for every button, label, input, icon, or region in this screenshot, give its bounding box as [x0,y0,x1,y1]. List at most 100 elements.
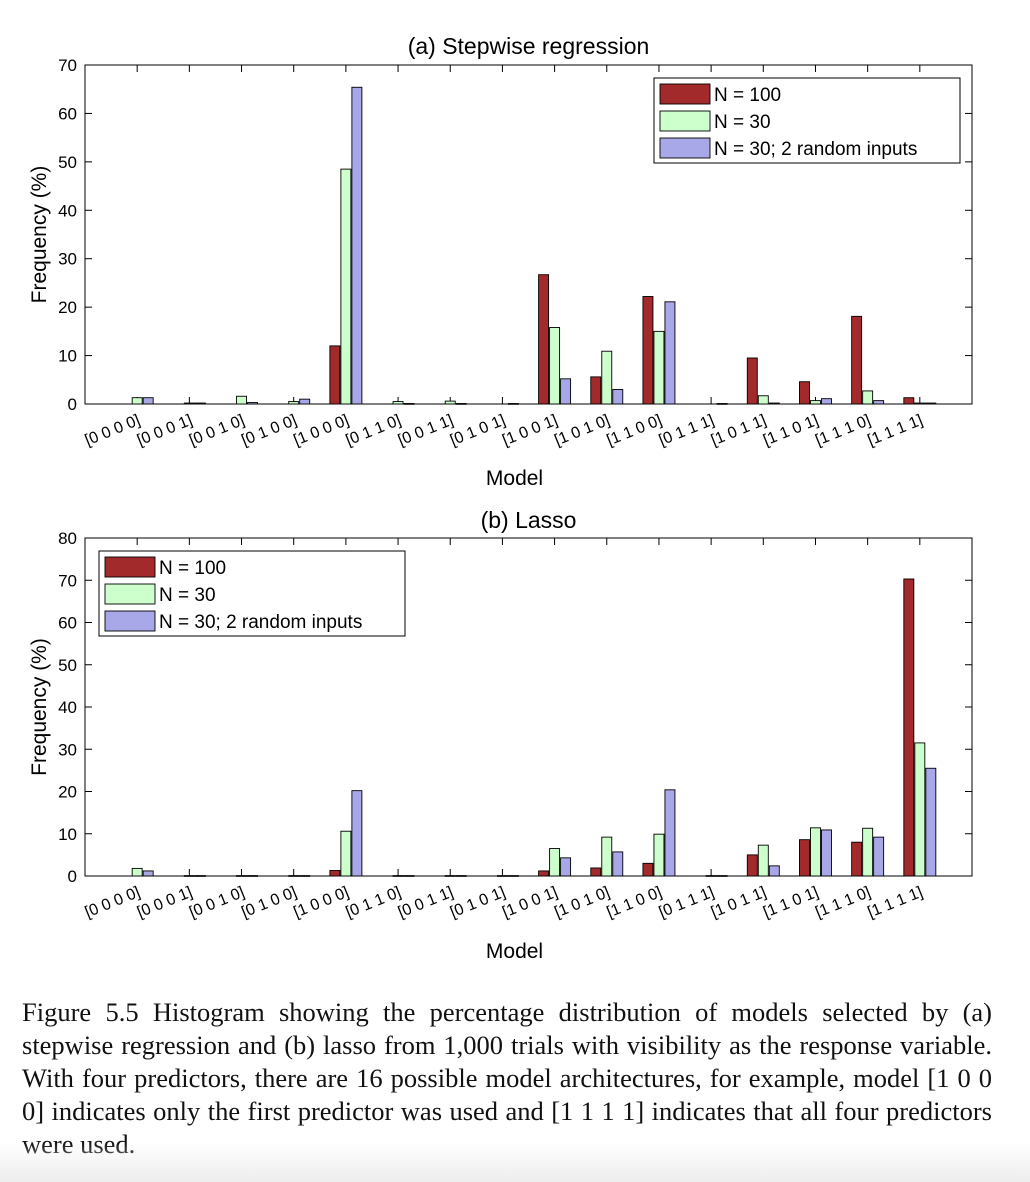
y-tick-label: 60 [58,104,77,123]
y-tick-label: 70 [58,56,77,75]
x-tick-label: [1 0 0 0] [291,412,351,449]
bar [288,401,300,405]
y-tick-label: 20 [58,783,77,802]
bar [247,875,258,877]
bar [288,875,300,877]
bar [560,378,572,405]
bar [329,345,341,405]
bar [601,350,613,405]
legend: N = 100 N = 30 N = 30; 2 random inputs [653,77,961,164]
legend-label: N = 30 [159,585,216,606]
y-axis-label: Frequency (%) [28,166,51,304]
bar [403,875,415,877]
x-tick-label: [0 1 0 0] [239,412,299,449]
bar [142,397,154,405]
x-tick-label: [1 1 0 0] [604,412,664,449]
axes-box [84,64,973,405]
x-tick-label: [0 1 1 1] [657,884,717,921]
bar [392,401,404,405]
x-tick-label: [1 0 0 0] [291,884,351,921]
legend-swatch [659,83,711,105]
bar [862,827,874,877]
x-axis-label: Model [486,467,543,490]
bar [716,403,728,405]
y-tick-label: 0 [68,395,77,414]
legend-label: N = 30 [714,112,771,133]
bar [194,402,206,405]
bar [183,875,195,877]
bar [716,875,728,877]
y-tick-label: 50 [58,153,77,172]
bar [925,767,937,877]
x-tick-label: [1 0 1 0] [552,412,612,449]
x-tick-label: [0 0 0 0] [83,884,143,921]
bar [142,870,154,877]
x-tick-label: [0 1 0 1] [448,412,508,449]
y-tick-label: 10 [58,825,77,844]
bar [538,870,550,877]
x-tick-label: [1 0 1 1] [709,884,769,921]
bar [653,330,665,405]
x-tick-label: [0 1 0 0] [239,884,299,921]
y-tick-label: 50 [58,656,77,675]
legend-swatch [104,610,156,632]
bar [810,400,821,405]
bar [705,875,717,877]
legend-swatch [659,110,711,132]
y-tick-label: 60 [58,614,77,633]
legend-label: N = 100 [159,558,226,579]
x-tick-label: [1 1 0 1] [761,412,821,449]
bar [862,390,874,405]
bar [444,400,456,405]
x-axis-label: Model [486,940,543,963]
legend-label: N = 30; 2 random inputs [714,139,917,160]
bar [873,836,885,877]
bar [538,274,550,405]
x-tick-label: [1 1 1 0] [813,884,873,921]
y-tick-label: 10 [58,347,77,366]
bar [549,327,561,405]
x-tick-label: [1 0 1 1] [709,412,769,449]
legend-swatch [659,137,711,159]
x-tick-label: [0 0 1 1] [396,412,456,449]
bar [612,389,624,405]
bar [664,789,676,877]
bar [642,296,654,405]
bar [455,403,467,405]
x-tick-label: [1 1 1 1] [865,884,925,921]
x-tick-label: [0 0 1 1] [396,884,456,921]
bar [329,870,341,877]
bar [340,168,352,405]
bottom-fade [0,1142,1030,1182]
bar [590,867,602,877]
bar [455,875,467,877]
x-tick-label: [0 1 1 1] [657,412,717,449]
bar [757,395,769,405]
bar [821,398,832,405]
bar [903,397,915,405]
legend-label: N = 30; 2 random inputs [159,612,362,633]
x-tick-label: [0 0 0 1] [135,412,195,449]
bar [903,578,915,877]
x-tick-label: [0 1 1 0] [344,412,404,449]
x-tick-label: [1 1 1 0] [813,412,873,449]
bar [194,875,206,877]
bar [768,865,780,877]
bar [236,875,247,877]
bar [351,790,363,877]
bar [131,397,143,405]
x-tick-label: [1 1 0 0] [604,884,664,921]
bar [340,830,352,877]
bar [851,841,863,877]
legend: N = 100 N = 30 N = 30; 2 random inputs [98,550,406,637]
bar [810,827,821,877]
x-tick-label: [0 0 0 0] [83,412,143,449]
bar [507,875,519,877]
x-tick-label: [0 0 1 0] [187,884,247,921]
bar [299,398,311,405]
x-tick-label: [0 0 1 0] [187,412,247,449]
bar [247,402,258,405]
x-tick-label: [1 0 0 1] [500,412,560,449]
bar [299,875,311,877]
